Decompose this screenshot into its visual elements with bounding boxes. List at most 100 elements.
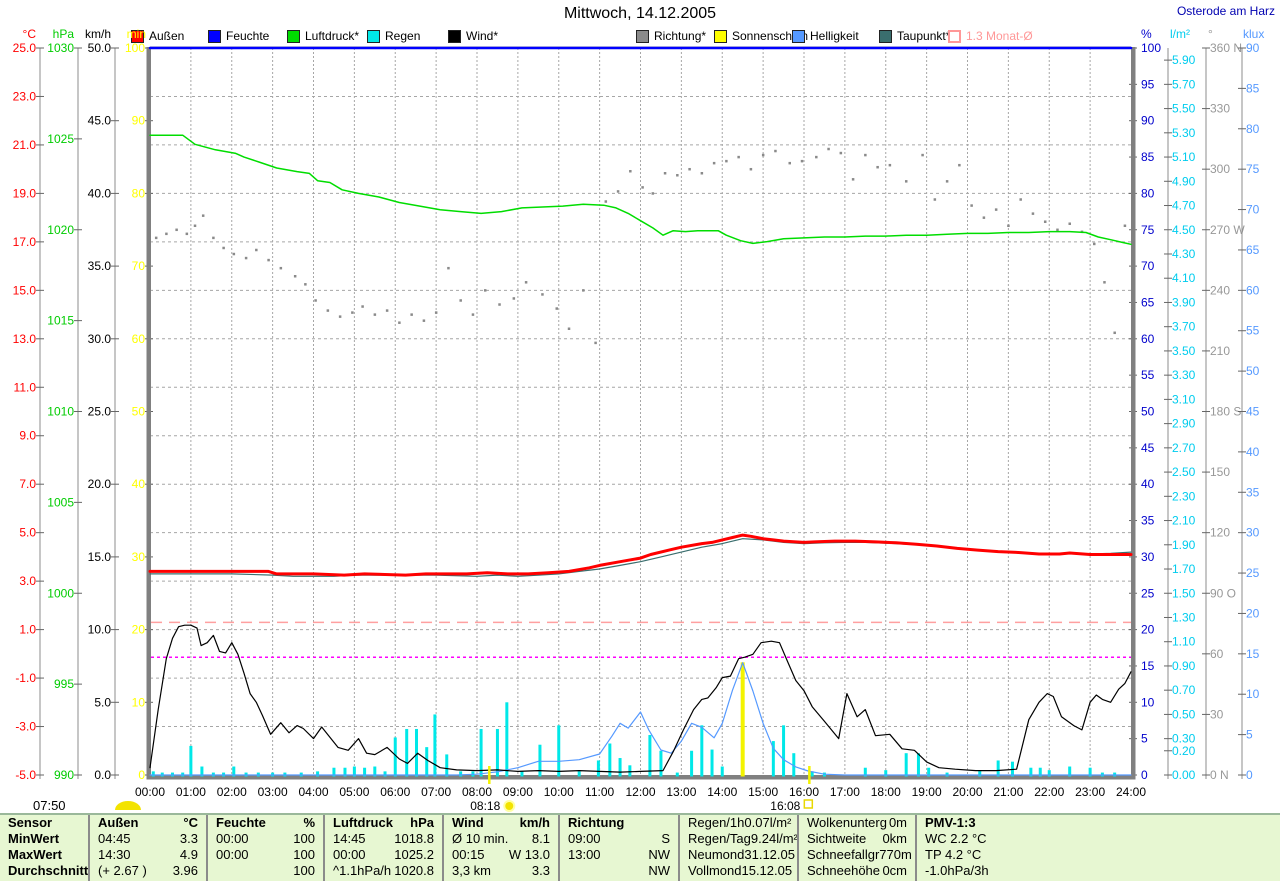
stats-col-pmv-1-3: PMV-1:3 WC 2.2 °C TP 4.2 °C -1.0hPa/3h [915,815,1280,881]
stats-cell: 00:00 100 [208,831,323,847]
axis-tick-label-pressure: 1000 [47,586,74,600]
stats-cell: 00:15 W 13.0 [444,847,558,863]
legend-item-luftdruck[interactable]: Luftdruck* [287,29,359,43]
axis-tick-label-pressure: 1030 [47,41,74,55]
legend-item-helligkeit[interactable]: Helligkeit [792,29,859,43]
axis-tick-label-rain: 3.70 [1172,320,1196,334]
axis-tick-label-humidity: 50 [1141,405,1155,419]
sunset-time-label: 16:08 [770,799,800,813]
stats-cell: 04:45 3.3 [90,831,206,847]
axis-tick-label-brightness: 85 [1246,81,1260,95]
time-label: 06:00 [380,785,410,799]
axis-tick-label-temp: 11.0 [14,380,37,394]
axis-tick-label-pressure: 990 [54,768,74,782]
time-label: 14:00 [707,785,737,799]
axis-tick-label-brightness: 60 [1246,283,1260,297]
legend-label: Feuchte [226,29,270,43]
axis-tick-label-rain: 4.70 [1172,199,1196,213]
legend-swatch-sonnenschein-icon [714,29,727,43]
stats-cell-value: 3.96 [172,863,198,878]
stats-cell-value: °C [183,815,198,830]
axis-tick-label-sunshine: 80 [132,186,146,200]
axis-tick-label-rain: 0.90 [1172,659,1196,673]
axis-tick-label-sunshine: 20 [132,623,146,637]
legend-swatch-au-en-icon [131,29,144,43]
stats-cell-value: 1018.8 [394,831,434,846]
legend-label: Taupunkt* [897,29,951,43]
stats-cell-value: 4.9 [179,847,198,862]
legend-swatch-regen-icon [367,29,380,43]
axis-tick-label-brightness: 70 [1246,203,1260,217]
axis-tick-label-humidity: 30 [1141,550,1155,564]
legend-item-feuchte[interactable]: Feuchte [208,29,269,43]
axis-tick-label-direction: 90 O [1210,586,1236,600]
axis-tick-label-sunshine: 0 [138,768,145,782]
axis-tick-label-sunshine: 60 [132,332,146,346]
stats-cell-value: % [303,815,315,830]
stats-col-regen-1h: Regen/1h 0.07l/m² Regen/Tag 9.24l/m² Neumond… [678,815,798,881]
time-label: 20:00 [952,785,982,799]
legend-item-regen[interactable]: Regen [367,29,420,43]
stats-cell: MinWert [0,831,88,847]
stats-cell-label: MinWert [8,831,60,846]
series-regen [151,702,1117,777]
series-au-en [148,533,1133,577]
axis-tick-label-pressure: 1020 [47,223,74,237]
stats-cell-value: hPa [410,815,434,830]
axis-tick-label-humidity: 85 [1141,150,1155,164]
sunset-square-icon [803,799,814,809]
axis-tick-label-humidity: 15 [1141,659,1155,673]
axis-tick-label-brightness: 75 [1246,162,1260,176]
stats-col-sensor: Sensor MinWert MaxWert Durchschnitt [0,815,88,881]
stats-cell: Sichtweite 0km [799,831,915,847]
stats-cell-label: PMV-1:3 [925,815,976,830]
stats-cell: Regen/Tag 9.24l/m² [680,831,798,847]
axis-tick-label-rain: 0.70 [1172,683,1196,697]
legend-swatch-richtung-icon [636,29,649,43]
axis-tick-label-direction: 60 [1210,647,1224,661]
axis-tick-label-rain: 5.70 [1172,77,1196,91]
axis-tick-label-brightness: 20 [1246,606,1260,620]
time-label: 07:00 [421,785,451,799]
legend-item-sonnenschein[interactable]: Sonnenschein [714,29,808,43]
axis-tick-label-temp: 19.0 [13,186,37,200]
legend-item-wind[interactable]: Wind* [448,29,498,43]
legend-item-taupunkt[interactable]: Taupunkt* [879,29,950,43]
stats-cell-label: Sichtweite [807,831,867,846]
stats-cell-value: 1020.8 [394,863,434,878]
axis-tick-label-temp: -3.0 [15,720,36,734]
stats-cell-label: 3,3 km [452,863,492,878]
legend-label: Wind* [466,29,499,43]
axis-tick-label-humidity: 90 [1141,114,1155,128]
axis-tick-label-humidity: 60 [1141,332,1155,346]
stats-cell-value: 1025.2 [394,847,434,862]
axis-tick-label-pressure: 1005 [47,495,74,509]
time-label: 03:00 [258,785,288,799]
stats-cell-value: 0cm [882,863,907,878]
axis-tick-label-temp: 7.0 [19,477,36,491]
legend-swatch-taupunkt-icon [879,29,892,43]
stats-table: Sensor MinWert MaxWert Durchschnitt Außen °C 0… [0,813,1280,881]
axis-tick-label-wind: 20.0 [88,477,112,491]
legend-swatch-wind-icon [448,29,461,43]
stats-cell-label: WC 2.2 °C [925,831,987,846]
stats-cell-value: km/h [519,815,550,830]
stats-cell-value: 0km [882,831,907,846]
legend-item-richtung[interactable]: Richtung* [636,29,706,43]
axis-tick-label-sunshine: 50 [132,405,146,419]
axis-tick-label-temp: 25.0 [13,41,37,55]
axis-tick-label-sunshine: 90 [132,114,146,128]
axis-tick-label-rain: 1.30 [1172,610,1196,624]
legend-item-1-3-monat[interactable]: 1.3 Monat-Ø [948,29,1033,43]
legend-item-au-en[interactable]: Außen [131,29,184,43]
stats-cell-value: NW [648,847,670,862]
stats-cell-label: Wind [452,815,484,830]
series-luftdruck [149,134,1132,246]
axis-tick-label-humidity: 5 [1141,732,1148,746]
stats-cell-label: 14:45 [333,831,366,846]
axis-tick-label-rain: 4.50 [1172,223,1196,237]
axis-tick-label-temp: 15.0 [13,283,37,297]
weather-chart[interactable]: °C25.023.021.019.017.015.013.011.09.07.0… [0,0,1280,813]
axis-tick-label-direction: 120 [1210,526,1230,540]
